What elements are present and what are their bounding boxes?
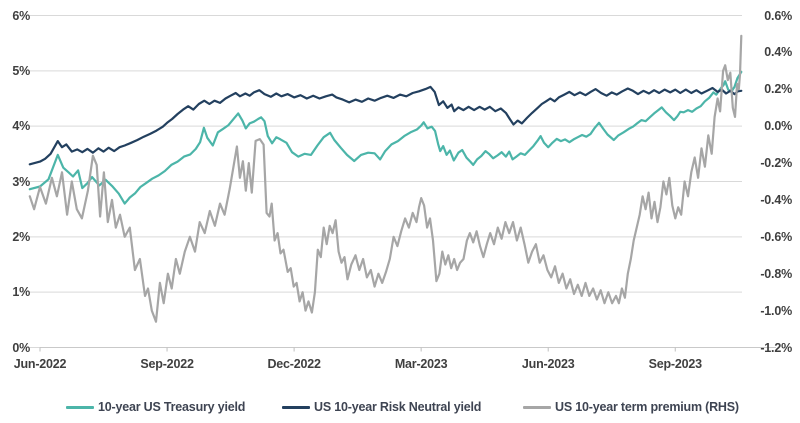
series-line-left xyxy=(28,70,743,205)
right-axis-label: 0.4% xyxy=(764,45,792,60)
left-axis-label: 0% xyxy=(12,340,30,355)
series-line-left xyxy=(28,85,743,166)
right-axis-label: 0.2% xyxy=(764,82,792,97)
left-axis-label: 6% xyxy=(12,8,30,23)
left-axis-label: 1% xyxy=(12,285,30,300)
x-axis-label: Jun-2022 xyxy=(13,357,67,371)
left-axis-label: 5% xyxy=(12,63,30,78)
x-axis-label: Sep-2023 xyxy=(648,357,702,371)
right-axis-label: 0.0% xyxy=(764,119,792,134)
x-axis-label: Mar-2023 xyxy=(394,357,448,371)
right-axis-label: -0.6% xyxy=(760,229,792,244)
right-axis-label: 0.6% xyxy=(764,8,792,23)
series-line-right xyxy=(28,34,743,323)
right-axis-label: -0.8% xyxy=(760,266,792,281)
right-axis-label: -1.0% xyxy=(760,303,792,318)
left-axis-label: 4% xyxy=(12,119,30,134)
left-axis-label: 2% xyxy=(12,229,30,244)
x-axis-label: Sep-2022 xyxy=(140,357,194,371)
right-axis-label: -1.2% xyxy=(760,340,792,355)
left-axis-label: 3% xyxy=(12,174,30,189)
right-axis-label: -0.4% xyxy=(760,192,792,207)
x-axis-label: Dec-2022 xyxy=(267,357,321,371)
x-axis-label: Jun-2023 xyxy=(521,357,575,371)
right-axis-label: -0.2% xyxy=(760,156,792,171)
